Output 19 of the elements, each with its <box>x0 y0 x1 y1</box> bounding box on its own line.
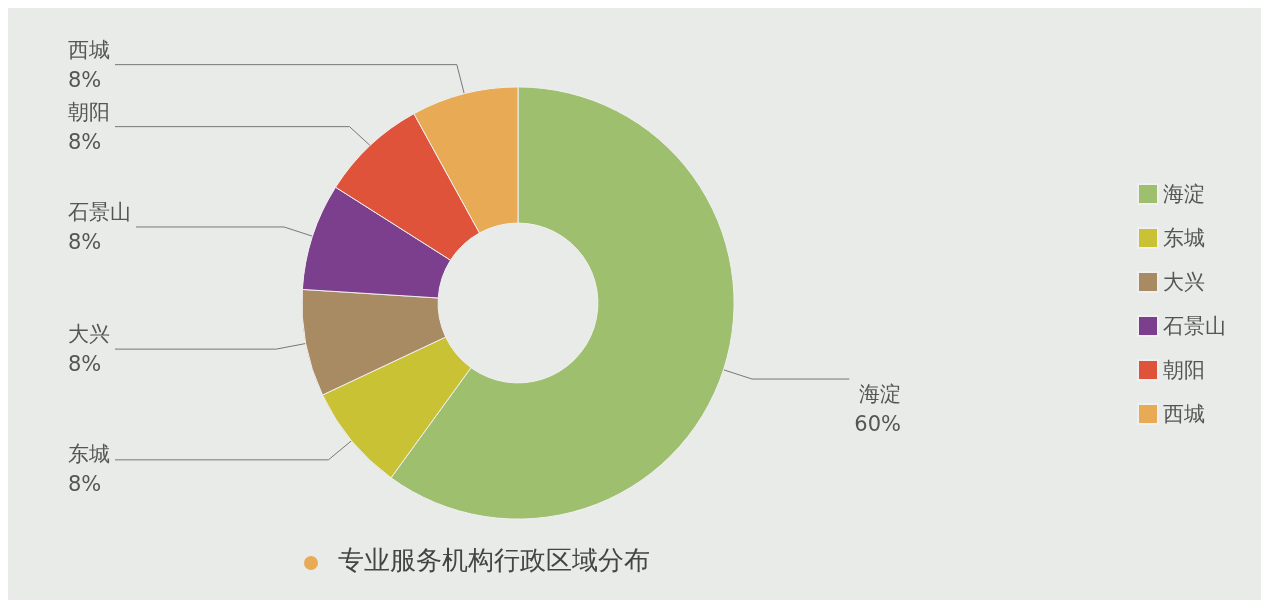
legend-label: 石景山 <box>1163 314 1226 338</box>
legend-label: 大兴 <box>1163 270 1205 294</box>
data-label: 8% <box>68 472 102 497</box>
legend-label: 海淀 <box>1163 182 1205 206</box>
data-label: 8% <box>68 229 102 254</box>
data-label: 8% <box>68 129 102 154</box>
text: 专业服务机构行政区域分布 <box>338 545 650 575</box>
data-label: 60% <box>854 412 901 437</box>
legend-label: 东城 <box>1163 226 1205 250</box>
slice-label: 大兴 <box>68 322 110 347</box>
legend-label: 西城 <box>1163 402 1205 426</box>
slice-label: 东城 <box>68 442 110 467</box>
data-label: 8% <box>68 352 102 377</box>
legend-label: 朝阳 <box>1163 358 1205 382</box>
data-label: 8% <box>68 67 102 92</box>
slice-label: 朝阳 <box>68 99 110 124</box>
slice-label: 石景山 <box>68 199 131 224</box>
slice-label: 西城 <box>68 37 110 62</box>
slice-label: 海淀 <box>859 382 901 407</box>
